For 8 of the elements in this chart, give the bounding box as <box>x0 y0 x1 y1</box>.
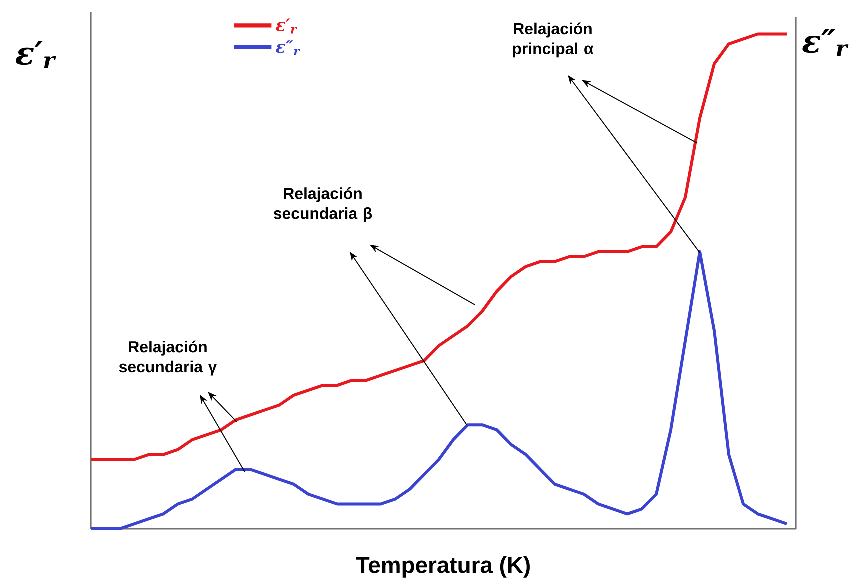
annotation: Relajación principal α <box>513 22 594 58</box>
annotation: Relajación secundaria β <box>274 187 372 222</box>
y2-axis-title: ε″$_{r}$ <box>802 30 849 56</box>
legend-label: ε″$_{r}$ <box>276 40 300 56</box>
legend-label: ε′$_{r}$ <box>276 18 298 34</box>
x-axis-title: Temperatura (K) <box>356 556 530 578</box>
y-axis-title: ε′$_{r}$ <box>16 41 56 68</box>
annotation: Relajación secundaria γ <box>119 340 218 376</box>
